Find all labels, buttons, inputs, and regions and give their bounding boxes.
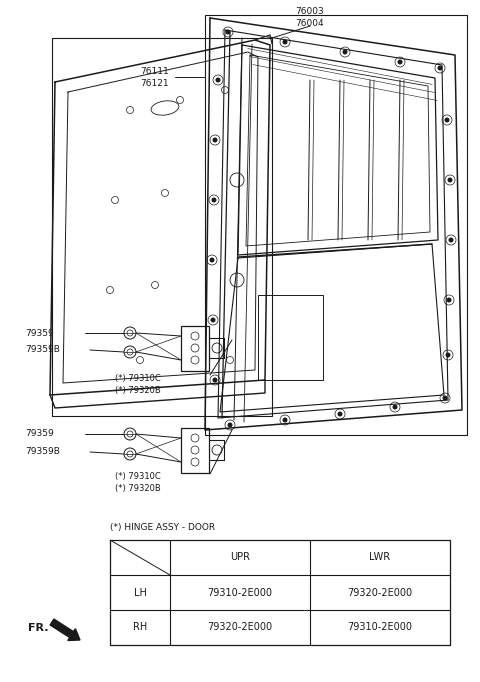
Circle shape [226, 29, 230, 35]
FancyArrow shape [50, 619, 80, 640]
Text: (*) HINGE ASSY - DOOR: (*) HINGE ASSY - DOOR [110, 523, 215, 532]
Text: 79310-2E000: 79310-2E000 [207, 587, 273, 597]
Circle shape [228, 423, 232, 428]
Circle shape [283, 40, 288, 44]
Text: (*) 79310C: (*) 79310C [115, 374, 161, 383]
Text: (*) 79320B: (*) 79320B [115, 484, 161, 492]
Text: 76121: 76121 [140, 78, 168, 87]
Circle shape [447, 177, 453, 183]
Text: (*) 79320B: (*) 79320B [115, 385, 161, 394]
Bar [181, 326, 209, 371]
Bar [52, 38, 272, 416]
Bar [181, 428, 209, 473]
Text: 79320-2E000: 79320-2E000 [348, 587, 413, 597]
Circle shape [397, 59, 403, 65]
Text: LH: LH [133, 587, 146, 597]
Text: RH: RH [133, 623, 147, 632]
Circle shape [343, 50, 348, 55]
Text: 79359B: 79359B [25, 346, 60, 355]
Text: LWR: LWR [370, 552, 391, 563]
Text: 79359: 79359 [25, 329, 54, 338]
Circle shape [445, 353, 451, 357]
Circle shape [213, 138, 217, 143]
Text: (*) 79310C: (*) 79310C [115, 471, 161, 481]
Bar [258, 295, 323, 380]
Text: 76111: 76111 [140, 68, 169, 76]
Bar [110, 540, 450, 645]
Text: 79320-2E000: 79320-2E000 [207, 623, 273, 632]
Circle shape [444, 117, 449, 123]
Text: 76003: 76003 [296, 8, 324, 16]
Circle shape [446, 297, 452, 303]
Circle shape [212, 198, 216, 203]
Circle shape [437, 65, 443, 70]
Circle shape [393, 404, 397, 409]
Text: 79310-2E000: 79310-2E000 [348, 623, 412, 632]
Bar [205, 15, 467, 435]
Text: 79359B: 79359B [25, 447, 60, 456]
Circle shape [213, 378, 217, 383]
Text: 76004: 76004 [296, 18, 324, 27]
Text: FR.: FR. [28, 623, 48, 633]
Circle shape [448, 237, 454, 243]
Circle shape [337, 411, 343, 417]
Circle shape [283, 417, 288, 423]
Text: 79359: 79359 [25, 430, 54, 439]
Circle shape [216, 78, 220, 83]
Circle shape [443, 396, 447, 400]
Circle shape [211, 318, 216, 323]
Text: UPR: UPR [230, 552, 250, 563]
Circle shape [209, 258, 215, 263]
